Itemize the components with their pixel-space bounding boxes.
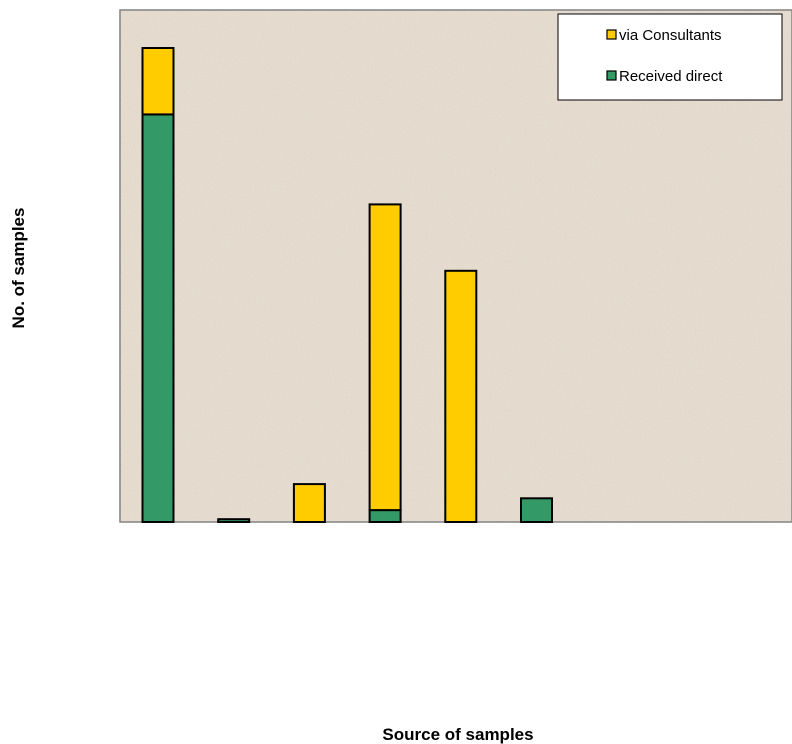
- x-axis-title: Source of samples: [382, 725, 533, 744]
- bar-via-consultants-5: [444, 269, 478, 523]
- legend-swatch-via-consultants: [606, 29, 617, 40]
- legend: via Consultants Received direct: [557, 13, 783, 101]
- bar-via-consultants-3: [292, 483, 326, 524]
- bar-received-direct-1: [141, 113, 175, 524]
- y-axis-title: No. of samples: [9, 208, 28, 329]
- bars: [141, 47, 553, 524]
- bar-via-consultants-4: [368, 203, 402, 512]
- legend-box: [557, 13, 783, 101]
- bar-received-direct-2: [217, 518, 251, 524]
- bar-received-direct-6: [520, 497, 553, 523]
- legend-swatch-received-direct: [606, 70, 617, 81]
- bar-via-consultants-1: [141, 47, 175, 116]
- legend-label-via-consultants: via Consultants: [619, 27, 722, 44]
- legend-label-received-direct: Received direct: [619, 68, 723, 85]
- bar-received-direct-4: [368, 509, 402, 524]
